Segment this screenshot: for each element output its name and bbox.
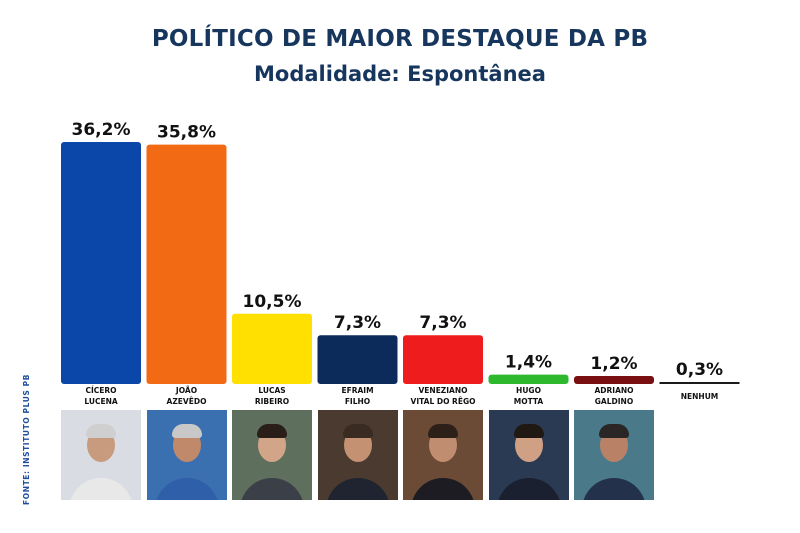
- value-label-1: 35,8%: [157, 123, 216, 143]
- bar-3: [317, 335, 398, 384]
- category-label-0-line-1: LUCENA: [84, 397, 118, 406]
- bar-5: [488, 374, 569, 384]
- category-label-5-line-0: HUGO: [516, 386, 541, 395]
- value-label-2: 10,5%: [243, 292, 302, 312]
- bar-7: [659, 382, 740, 384]
- lucas-ribeiro-photo: [232, 410, 312, 500]
- chart-title: POLÍTICO DE MAIOR DESTAQUE DA PB: [151, 26, 649, 52]
- photo-hair: [428, 424, 458, 438]
- photo-body: [582, 478, 646, 500]
- bar-1: [146, 144, 227, 384]
- category-label-0-line-0: CÍCERO: [85, 386, 116, 395]
- photo-body: [154, 478, 219, 500]
- value-label-3: 7,3%: [334, 313, 381, 333]
- value-label-0: 36,2%: [72, 120, 131, 140]
- hugo-motta-photo: [488, 410, 569, 500]
- photo-hair: [86, 424, 116, 438]
- category-label-3-line-1: FILHO: [345, 397, 370, 406]
- photo-body: [325, 478, 390, 500]
- value-label-7: 0,3%: [676, 360, 723, 380]
- bar-4: [403, 335, 483, 384]
- category-label-1-line-0: JOÃO: [175, 386, 197, 395]
- cicero-lucena-photo: [61, 410, 141, 500]
- bar-2: [232, 313, 312, 384]
- photo-hair: [599, 424, 629, 438]
- photo-body: [496, 478, 561, 500]
- category-label-6-line-1: GALDINO: [595, 397, 633, 406]
- category-label-6-line-0: ADRIANO: [594, 386, 633, 395]
- category-label-4-line-0: VENEZIANO: [418, 386, 467, 395]
- bar-6: [574, 375, 654, 384]
- value-label-5: 1,4%: [505, 353, 552, 373]
- category-label-2-line-1: RIBEIRO: [255, 397, 289, 406]
- category-label-4-line-1: VITAL DO RÊGO: [411, 397, 476, 406]
- joao-azevedo-photo: [146, 410, 227, 500]
- photo-body: [240, 478, 304, 500]
- photo-body: [411, 478, 475, 500]
- category-label-1-line-1: AZEVÊDO: [167, 397, 207, 406]
- photo-hair: [257, 424, 287, 438]
- category-label-5-line-1: MOTTA: [514, 397, 544, 406]
- photo-hair: [513, 424, 544, 438]
- adriano-galdino-photo: [574, 410, 654, 500]
- value-label-4: 7,3%: [419, 313, 466, 333]
- category-label-2-line-0: LUCAS: [258, 386, 285, 395]
- category-label-3-line-0: EFRAIM: [341, 386, 373, 395]
- photo-body: [69, 478, 133, 500]
- photo-hair: [171, 424, 202, 438]
- bar-0: [61, 142, 141, 384]
- value-label-6: 1,2%: [590, 354, 637, 374]
- photo-hair: [342, 424, 373, 438]
- veneziano-photo: [403, 410, 483, 500]
- efraim-filho-photo: [317, 410, 398, 500]
- chart-subtitle: Modalidade: Espontânea: [254, 62, 546, 86]
- category-label-7-line-0: NENHUM: [681, 392, 719, 401]
